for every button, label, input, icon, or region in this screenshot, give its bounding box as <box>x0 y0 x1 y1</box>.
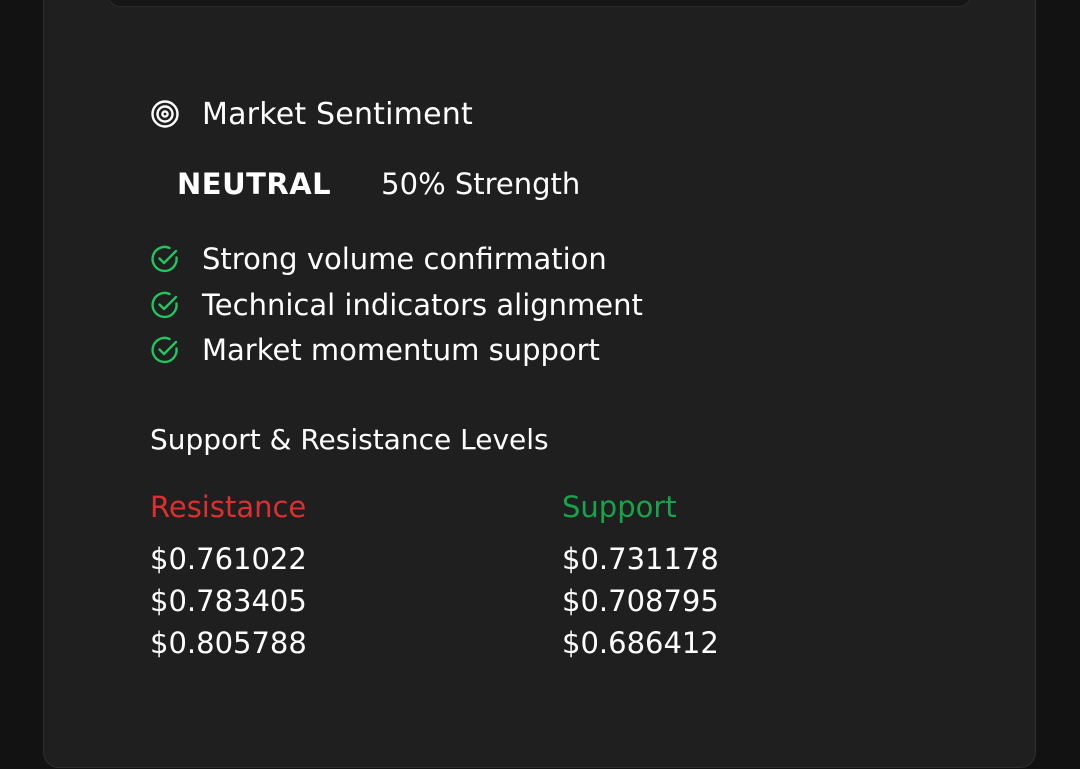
sentiment-strength: 50% Strength <box>381 167 581 201</box>
resistance-label: Resistance <box>150 490 307 524</box>
target-icon <box>150 99 180 129</box>
check-circle-icon <box>150 335 180 365</box>
list-item: Technical indicators alignment <box>150 279 643 332</box>
resistance-level: $0.805788 <box>150 626 307 660</box>
market-sentiment-title: Market Sentiment <box>202 96 473 132</box>
sentiment-summary: NEUTRAL 50% Strength <box>177 164 580 204</box>
support-label: Support <box>562 490 677 524</box>
support-level: $0.708795 <box>562 584 719 618</box>
sentiment-label: NEUTRAL <box>177 167 332 201</box>
list-item: Market momentum support <box>150 324 643 377</box>
sentiment-factors-list: Strong volume confirmation Technical ind… <box>150 233 643 377</box>
factor-text: Technical indicators alignment <box>202 287 643 322</box>
support-level: $0.686412 <box>562 626 719 660</box>
resistance-level: $0.783405 <box>150 584 307 618</box>
previous-panel-edge <box>108 0 971 7</box>
sentiment-card <box>43 0 1036 768</box>
support-level: $0.731178 <box>562 542 719 576</box>
resistance-level: $0.761022 <box>150 542 307 576</box>
factor-text: Market momentum support <box>202 333 600 368</box>
factor-text: Strong volume confirmation <box>202 242 607 277</box>
check-circle-icon <box>150 290 180 320</box>
market-sentiment-header: Market Sentiment <box>150 94 473 134</box>
levels-title: Support & Resistance Levels <box>150 423 549 456</box>
resistance-column: Resistance $0.761022 $0.783405 $0.805788 <box>150 486 307 664</box>
check-circle-icon <box>150 244 180 274</box>
support-column: Support $0.731178 $0.708795 $0.686412 <box>562 486 719 664</box>
list-item: Strong volume confirmation <box>150 233 643 286</box>
